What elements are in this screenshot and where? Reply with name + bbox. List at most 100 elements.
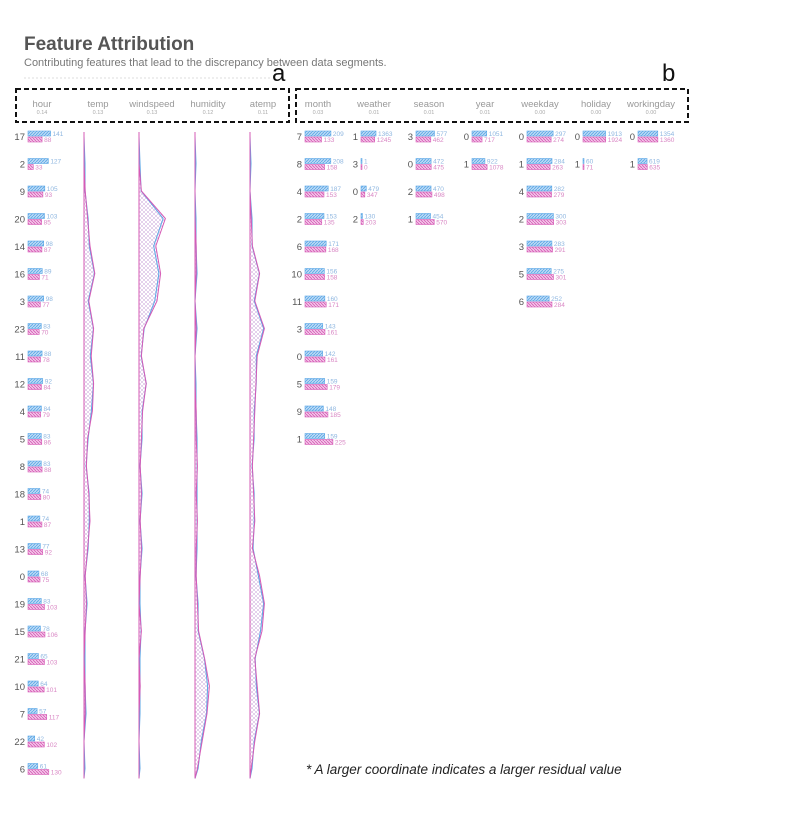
hour-category-label: 16 xyxy=(14,270,25,281)
hour-category-label: 15 xyxy=(14,627,25,638)
hour-value-blue: 92 xyxy=(45,379,53,386)
hour-value-blue: 42 xyxy=(37,736,45,743)
feature-header-holiday[interactable]: holiday xyxy=(581,99,611,110)
feature-header-windspeed[interactable]: windspeed xyxy=(128,99,174,110)
feature-header-workingday[interactable]: workingday xyxy=(626,99,675,110)
weather-bar-pink xyxy=(360,136,375,143)
hour-value-blue: 127 xyxy=(50,159,61,166)
feature-header-year[interactable]: year xyxy=(476,99,494,110)
feature-header-month[interactable]: month xyxy=(305,99,331,110)
feature-header-weekday[interactable]: weekday xyxy=(520,99,559,110)
season-category-label: 1 xyxy=(408,215,413,226)
feature-header-temp[interactable]: temp xyxy=(87,99,108,110)
feature-header-humidity[interactable]: humidity xyxy=(190,99,226,110)
weekday-bar-pink xyxy=(526,274,554,280)
weather-row-3[interactable]: 3 10 xyxy=(353,158,368,172)
month-bar-pink xyxy=(304,136,322,143)
month-value-blue: 187 xyxy=(330,186,341,193)
feature-header-weather[interactable]: weather xyxy=(356,99,391,110)
weekday-value-blue: 284 xyxy=(554,159,565,166)
weather-value-blue: 479 xyxy=(368,186,379,193)
feature-header-season[interactable]: season xyxy=(414,99,445,110)
weekday-category-label: 2 xyxy=(519,215,524,226)
feature-header-atemp[interactable]: atemp xyxy=(250,99,276,110)
weekday-value-blue: 300 xyxy=(555,214,566,221)
hour-bar-blue xyxy=(27,240,44,247)
month-bar-pink xyxy=(304,301,327,308)
hour-value-pink: 103 xyxy=(46,605,57,612)
weekday-value-pink: 263 xyxy=(552,165,563,172)
hour-category-label: 11 xyxy=(15,352,25,363)
season-bar-pink xyxy=(415,164,432,170)
hour-bar-pink xyxy=(27,714,48,720)
hour-row-2[interactable]: 2 127 33 xyxy=(20,158,62,172)
weather-value-pink: 347 xyxy=(367,192,378,199)
feature-header-hour[interactable]: hour xyxy=(32,99,51,110)
year-bar-pink xyxy=(471,136,483,143)
weather-value-blue: 1363 xyxy=(378,131,393,138)
hour-value-blue: 98 xyxy=(46,241,54,248)
hour-value-pink: 79 xyxy=(43,412,51,419)
month-value-pink: 158 xyxy=(327,275,338,282)
hour-bar-pink xyxy=(27,631,46,638)
hour-category-label: 0 xyxy=(20,572,25,583)
hour-value-pink: 85 xyxy=(44,220,52,227)
feature-score-atemp: 0.11 xyxy=(258,110,268,116)
